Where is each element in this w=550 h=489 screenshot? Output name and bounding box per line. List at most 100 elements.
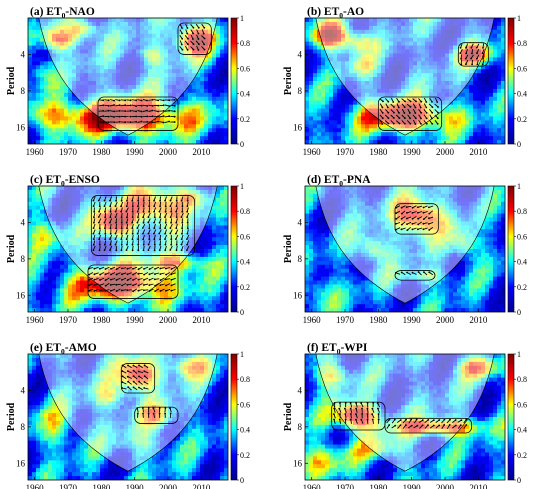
- y-tick-label: 8: [21, 254, 26, 264]
- y-tick-label: 8: [298, 422, 303, 432]
- plot-frame: [304, 17, 506, 145]
- phase-arrows: [395, 205, 434, 232]
- colorbar-tick-label: 0.2: [517, 283, 527, 292]
- y-tick-label: 16: [293, 122, 303, 132]
- significance-contour: [457, 42, 489, 67]
- x-tick-label: 1990: [403, 147, 422, 157]
- colorbar-tick-label: 0.2: [517, 451, 527, 460]
- phase-arrows: [179, 23, 206, 51]
- plot-frame: [304, 185, 506, 313]
- panel-title: (e) ET0-AMO: [30, 342, 97, 356]
- colorbar-tick-label: 0.2: [240, 451, 250, 460]
- x-tick-label: 1980: [92, 147, 111, 157]
- colorbar-tick-label: 0.8: [517, 207, 527, 216]
- x-tick-label: 2010: [192, 315, 211, 325]
- y-tick-label: 4: [21, 385, 26, 395]
- x-tick-label: 1990: [403, 315, 422, 325]
- panel-title: (f) ET0-WPI: [307, 342, 368, 356]
- significance-contour: [97, 96, 179, 131]
- x-tick-label: 2010: [192, 483, 211, 489]
- panel-title: (c) ET0-ENSO: [30, 174, 100, 188]
- phase-arrows: [459, 43, 485, 66]
- colorbar: [507, 353, 515, 481]
- colorbar-tick-label: 0.4: [517, 90, 527, 99]
- y-tick-label: 4: [21, 217, 26, 227]
- phase-arrows: [379, 97, 439, 125]
- colorbar-tick-label: 0.2: [517, 115, 527, 124]
- y-tick-label: 16: [293, 290, 303, 300]
- panel-0: 1960 1970 1980 1990 2000 2010 4 8 16 Period (a) ET…: [6, 6, 250, 157]
- y-tick-label: 8: [298, 254, 303, 264]
- colorbar-tick-label: 0.2: [240, 283, 250, 292]
- x-tick-label: 1980: [369, 147, 388, 157]
- cone-edge: [315, 354, 495, 472]
- colorbar-tick-label: 0.4: [517, 258, 527, 267]
- colorbar: [507, 185, 515, 313]
- y-tick-label: 16: [293, 458, 303, 468]
- y-axis-label: Period: [6, 234, 17, 263]
- x-tick-label: 1960: [303, 147, 322, 157]
- colorbar-tick-label: 0.8: [517, 39, 527, 48]
- y-tick-label: 8: [21, 422, 26, 432]
- significance-contour: [377, 96, 443, 131]
- colorbar-tick-label: 0.8: [240, 207, 250, 216]
- colorbar-tick-label: 0: [517, 140, 521, 149]
- panel-3: 1960 1970 1980 1990 2000 2010 4 8 16 Period (d) ET…: [283, 174, 527, 325]
- coherence-map: [305, 186, 505, 312]
- x-tick-label: 2000: [436, 483, 455, 489]
- significance-contour: [384, 417, 473, 434]
- colorbar-tick-label: 1: [240, 350, 244, 359]
- y-tick-label: 8: [298, 86, 303, 96]
- x-tick-label: 1960: [26, 483, 45, 489]
- colorbar-tick-label: 0.6: [517, 232, 527, 241]
- colorbar-tick-label: 0.8: [240, 39, 250, 48]
- y-tick-label: 16: [16, 290, 26, 300]
- x-tick-label: 2000: [436, 147, 455, 157]
- x-tick-label: 2000: [436, 315, 455, 325]
- colorbar: [230, 185, 238, 313]
- phase-arrows: [333, 402, 381, 424]
- x-tick-label: 1960: [303, 315, 322, 325]
- y-tick-label: 4: [298, 217, 303, 227]
- plot-frame: [27, 185, 229, 313]
- y-tick-label: 16: [16, 458, 26, 468]
- colorbar-tick-label: 1: [517, 14, 521, 23]
- colorbar-tick-label: 0.2: [240, 115, 250, 124]
- y-axis-label: Period: [283, 402, 294, 431]
- colorbar-tick-label: 1: [517, 350, 521, 359]
- panel-2: 1960 1970 1980 1990 2000 2010 4 8 16 Period (c) ET…: [6, 174, 250, 325]
- x-tick-label: 1990: [403, 483, 422, 489]
- y-axis-label: Period: [6, 66, 17, 95]
- x-tick-label: 1970: [336, 147, 355, 157]
- colorbar-tick-label: 1: [240, 14, 244, 23]
- x-tick-label: 2010: [192, 147, 211, 157]
- significance-contour: [177, 22, 212, 55]
- colorbar: [507, 17, 515, 145]
- phase-arrows: [98, 98, 176, 124]
- colorbar-tick-label: 0.6: [517, 64, 527, 73]
- plot-frame: [27, 17, 229, 145]
- y-tick-label: 4: [298, 49, 303, 59]
- colorbar-tick-label: 0: [240, 140, 244, 149]
- cone-of-influence: [305, 186, 505, 312]
- panel-5: 1960 1970 1980 1990 2000 2010 4 8 16 Period (f) ET…: [283, 342, 527, 489]
- cone-of-influence: [305, 18, 505, 144]
- colorbar-tick-label: 0: [517, 308, 521, 317]
- phase-arrows: [121, 364, 149, 391]
- coherence-map: [28, 354, 228, 480]
- y-tick-label: 4: [21, 49, 26, 59]
- x-tick-label: 1960: [303, 483, 322, 489]
- cone-of-influence: [28, 354, 228, 480]
- panel-4: 1960 1970 1980 1990 2000 2010 4 8 16 Period (e) ET…: [6, 342, 250, 489]
- x-tick-label: 1980: [92, 315, 111, 325]
- x-tick-label: 2010: [469, 147, 488, 157]
- colorbar-tick-label: 0.6: [240, 64, 250, 73]
- colorbar: [230, 353, 238, 481]
- x-tick-label: 1970: [59, 315, 78, 325]
- x-tick-label: 1980: [369, 315, 388, 325]
- colorbar-tick-label: 0.4: [240, 426, 250, 435]
- colorbar-tick-label: 0.8: [517, 375, 527, 384]
- y-axis-label: Period: [283, 66, 294, 95]
- colorbar: [230, 17, 238, 145]
